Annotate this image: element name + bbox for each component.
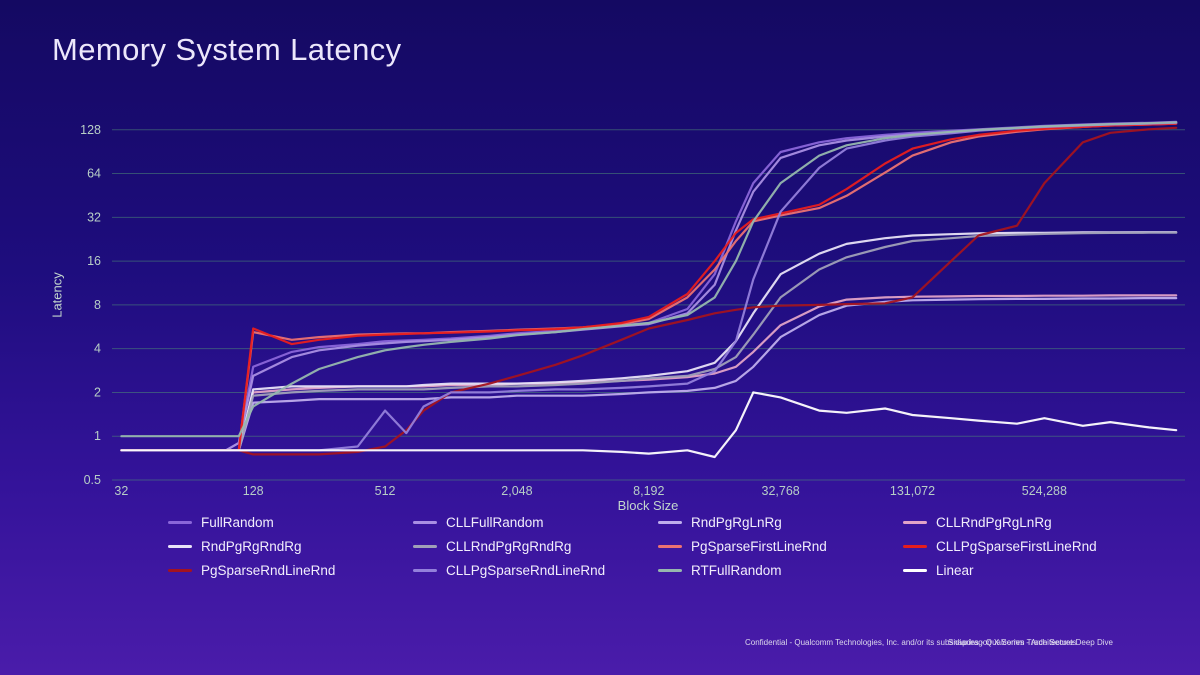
legend-item-RTFullRandom: RTFullRandom [658,561,903,579]
y-tick-label: 64 [87,167,101,181]
x-tick-label: 131,072 [890,484,935,498]
legend-swatch-icon [658,520,682,524]
legend-item-PgSparseRndLineRnd: PgSparseRndLineRnd [168,561,413,579]
x-tick-label: 2,048 [501,484,532,498]
legend-swatch-icon [413,520,437,524]
legend-swatch-icon [658,544,682,548]
legend-label: CLLPgSparseFirstLineRnd [936,538,1097,554]
x-tick-label: 512 [375,484,396,498]
legend-swatch-icon [413,568,437,572]
legend-item-RndPgRgLnRg: RndPgRgLnRg [658,513,903,531]
series-line-PgSparseFirstLineRnd [120,122,1178,452]
series-line-Linear [120,391,1178,459]
legend-item-CLLRndPgRgLnRg: CLLRndPgRgLnRg [903,513,1148,531]
legend-label: RTFullRandom [691,562,782,578]
series-line-PgSparseRndLineRnd [120,126,1178,456]
series-line-RTFullRandom [120,121,1178,438]
legend-label: RndPgRgLnRg [691,514,782,530]
legend-label: CLLRndPgRgLnRg [936,514,1052,530]
series-line-CLLPgSparseFirstLineRnd [120,122,1178,452]
legend-label: CLLFullRandom [446,514,544,530]
legend-swatch-icon [413,544,437,548]
y-tick-label: 128 [80,123,101,137]
y-tick-label: 0.5 [84,473,101,487]
legend-item-PgSparseFirstLineRnd: PgSparseFirstLineRnd [658,537,903,555]
legend-item-CLLPgSparseFirstLineRnd: CLLPgSparseFirstLineRnd [903,537,1148,555]
legend-swatch-icon [168,544,192,548]
y-tick-label: 2 [94,385,101,399]
x-tick-label: 32,768 [762,484,800,498]
legend-item-CLLPgSparseRndLineRnd: CLLPgSparseRndLineRnd [413,561,658,579]
x-tick-label: 128 [243,484,264,498]
series-line-CLLRndPgRgRndRg [120,231,1178,452]
legend-swatch-icon [168,520,192,524]
x-tick-label: 32 [114,484,128,498]
page-title: Memory System Latency [52,32,402,67]
legend-item-CLLFullRandom: CLLFullRandom [413,513,658,531]
footer-deck-title: Snapdragon X Series - Architecture Deep … [948,638,1113,647]
legend-swatch-icon [903,568,927,572]
legend-label: PgSparseRndLineRnd [201,562,336,578]
x-tick-label: 524,288 [1022,484,1067,498]
legend-label: CLLRndPgRgRndRg [446,538,572,554]
chart-legend: FullRandom CLLFullRandom RndPgRgLnRg CLLRnd… [168,513,1148,579]
legend-label: RndPgRgRndRg [201,538,302,554]
y-axis-label: Latency [49,272,65,318]
y-tick-label: 4 [94,342,101,356]
footer-confidential: Confidential - Qualcomm Technologies, In… [745,638,1077,647]
legend-swatch-icon [903,520,927,524]
y-tick-label: 8 [94,298,101,312]
legend-item-RndPgRgRndRg: RndPgRgRndRg [168,537,413,555]
legend-label: FullRandom [201,514,274,530]
legend-swatch-icon [658,568,682,572]
y-tick-label: 1 [94,429,101,443]
y-tick-label: 16 [87,254,101,268]
legend-swatch-icon [903,544,927,548]
legend-label: PgSparseFirstLineRnd [691,538,827,554]
x-axis-label: Block Size [617,498,679,513]
series-line-RndPgRgRndRg [120,231,1178,452]
y-tick-label: 32 [87,210,101,224]
x-tick-label: 8,192 [633,484,664,498]
legend-swatch-icon [168,568,192,572]
legend-label: Linear [936,562,974,578]
series-line-CLLRndPgRgLnRg [120,294,1178,452]
series-line-RndPgRgLnRg [120,297,1178,452]
legend-item-Linear: Linear [903,561,1148,579]
legend-label: CLLPgSparseRndLineRnd [446,562,606,578]
legend-item-FullRandom: FullRandom [168,513,413,531]
legend-item-CLLRndPgRgRndRg: CLLRndPgRgRndRg [413,537,658,555]
